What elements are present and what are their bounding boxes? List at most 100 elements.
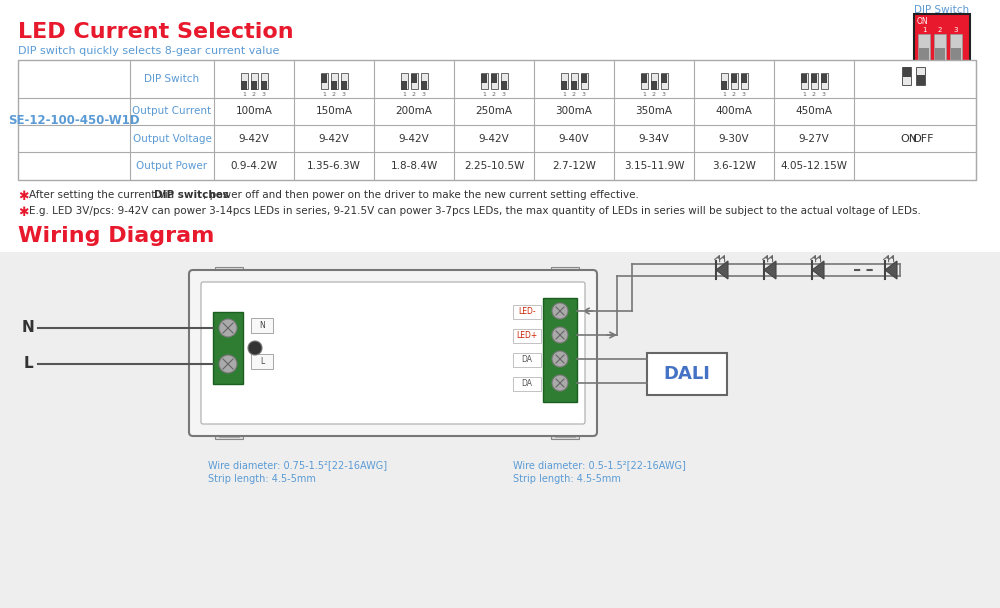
Text: DALI: DALI bbox=[664, 365, 710, 383]
Bar bbox=[190, 345, 196, 361]
Circle shape bbox=[552, 351, 568, 367]
Bar bbox=[561, 81, 567, 90]
Bar bbox=[543, 298, 577, 402]
Text: LED+: LED+ bbox=[516, 331, 538, 340]
Bar bbox=[580, 73, 588, 89]
Circle shape bbox=[248, 341, 262, 355]
Bar bbox=[641, 74, 647, 83]
Text: 2.25-10.5W: 2.25-10.5W bbox=[464, 161, 524, 171]
Bar bbox=[551, 267, 579, 277]
Text: Output Voltage: Output Voltage bbox=[133, 134, 211, 143]
Text: L: L bbox=[260, 356, 264, 365]
Bar bbox=[18, 60, 976, 180]
Bar bbox=[0, 252, 1000, 608]
Bar bbox=[340, 73, 348, 89]
Text: 3: 3 bbox=[954, 27, 958, 33]
Text: ON: ON bbox=[917, 17, 929, 26]
Bar bbox=[581, 74, 587, 83]
Bar bbox=[651, 81, 657, 90]
Bar bbox=[513, 305, 541, 319]
Bar bbox=[811, 74, 817, 83]
Bar bbox=[420, 73, 428, 89]
Text: 2: 2 bbox=[812, 92, 816, 97]
Polygon shape bbox=[716, 261, 728, 279]
Bar bbox=[341, 81, 347, 90]
Bar bbox=[916, 75, 924, 85]
Bar bbox=[919, 48, 929, 60]
Text: 1: 1 bbox=[482, 92, 486, 97]
Text: N: N bbox=[259, 320, 265, 330]
Bar bbox=[555, 431, 575, 437]
Bar bbox=[260, 73, 268, 89]
Circle shape bbox=[552, 303, 568, 319]
Text: 9-42V: 9-42V bbox=[399, 134, 429, 143]
Text: 3: 3 bbox=[422, 92, 426, 97]
Text: 100mA: 100mA bbox=[236, 106, 272, 117]
Bar bbox=[411, 74, 417, 83]
Bar bbox=[219, 269, 239, 275]
Text: 1.35-6.3W: 1.35-6.3W bbox=[307, 161, 361, 171]
Bar bbox=[902, 67, 911, 85]
Text: 3: 3 bbox=[582, 92, 586, 97]
Bar bbox=[261, 81, 267, 90]
Bar bbox=[251, 354, 273, 369]
Text: 350mA: 350mA bbox=[636, 106, 672, 117]
Text: E.g. LED 3V/pcs: 9-42V can power 3-14pcs LEDs in series, 9-21.5V can power 3-7pc: E.g. LED 3V/pcs: 9-42V can power 3-14pcs… bbox=[29, 206, 921, 216]
Text: 3: 3 bbox=[822, 92, 826, 97]
Bar bbox=[213, 312, 243, 384]
Text: 1.8-8.4W: 1.8-8.4W bbox=[390, 161, 438, 171]
Text: ✱: ✱ bbox=[18, 190, 28, 203]
Bar bbox=[730, 73, 738, 89]
Text: 450mA: 450mA bbox=[796, 106, 832, 117]
Text: DIP switch quickly selects 8-gear current value: DIP switch quickly selects 8-gear curren… bbox=[18, 46, 279, 56]
Bar bbox=[215, 429, 243, 439]
FancyBboxPatch shape bbox=[189, 270, 597, 436]
Text: 150mA: 150mA bbox=[316, 106, 352, 117]
Text: DIP switches: DIP switches bbox=[154, 190, 228, 200]
Bar bbox=[251, 81, 257, 90]
Bar bbox=[481, 74, 487, 83]
Bar bbox=[215, 267, 243, 277]
Text: 0.9-4.2W: 0.9-4.2W bbox=[230, 161, 278, 171]
Text: Strip length: 4.5-5mm: Strip length: 4.5-5mm bbox=[208, 474, 316, 484]
Text: 1: 1 bbox=[642, 92, 646, 97]
Text: OFF: OFF bbox=[912, 134, 934, 143]
Bar bbox=[250, 73, 258, 89]
Bar bbox=[551, 429, 579, 439]
Bar bbox=[661, 74, 667, 83]
Bar bbox=[821, 74, 827, 83]
Text: Output Current: Output Current bbox=[132, 106, 212, 117]
Text: Wire diameter: 0.5-1.5²[22-16AWG]: Wire diameter: 0.5-1.5²[22-16AWG] bbox=[513, 460, 686, 470]
Circle shape bbox=[219, 355, 237, 373]
Text: 1: 1 bbox=[242, 92, 246, 97]
Bar bbox=[820, 73, 828, 89]
Text: 200mA: 200mA bbox=[396, 106, 432, 117]
Text: 2: 2 bbox=[938, 27, 942, 33]
Bar bbox=[321, 74, 327, 83]
Text: 1: 1 bbox=[922, 27, 926, 33]
Text: 3: 3 bbox=[262, 92, 266, 97]
Text: 1: 1 bbox=[562, 92, 566, 97]
Bar bbox=[331, 81, 337, 90]
Text: 1: 1 bbox=[322, 92, 326, 97]
Bar bbox=[721, 81, 727, 90]
Bar bbox=[914, 14, 970, 66]
Bar bbox=[201, 282, 585, 424]
Text: 300mA: 300mA bbox=[556, 106, 592, 117]
Text: 2: 2 bbox=[652, 92, 656, 97]
Text: 2: 2 bbox=[412, 92, 416, 97]
Text: SE-12-100-450-W1D: SE-12-100-450-W1D bbox=[8, 114, 140, 126]
Bar bbox=[640, 73, 648, 89]
Text: 3: 3 bbox=[742, 92, 746, 97]
Bar bbox=[810, 73, 818, 89]
Text: PRI: PRI bbox=[270, 344, 278, 356]
Text: 0.5-1.5²: 0.5-1.5² bbox=[548, 283, 572, 288]
Text: LED Current Selection: LED Current Selection bbox=[18, 22, 294, 42]
Text: 3: 3 bbox=[342, 92, 346, 97]
Text: 250mA: 250mA bbox=[476, 106, 512, 117]
Text: 3.6-12W: 3.6-12W bbox=[712, 161, 756, 171]
Bar bbox=[241, 81, 247, 90]
Bar bbox=[731, 74, 737, 83]
Bar bbox=[501, 73, 508, 89]
Bar bbox=[513, 353, 541, 367]
